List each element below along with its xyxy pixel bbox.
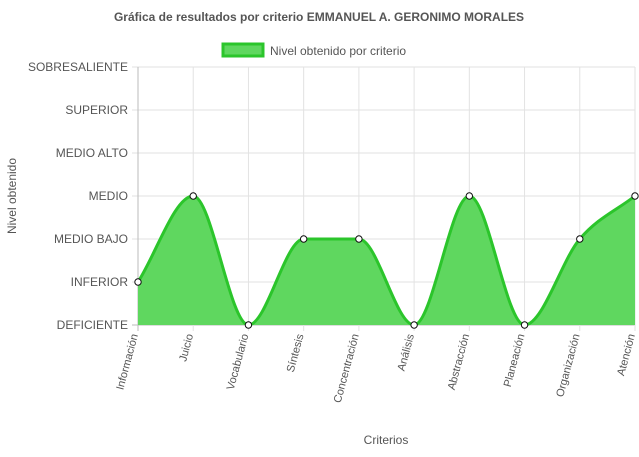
x-tick-label: Vocabulario [225,333,251,392]
legend-swatch [221,42,265,58]
y-tick-label: MEDIO ALTO [56,146,128,160]
series-area [138,196,635,325]
x-tick-label: Síntesis [285,332,307,373]
data-point[interactable] [465,192,474,200]
y-tick-label: SOBRESALIENTE [28,60,128,74]
y-tick-label: MEDIO BAJO [54,232,128,246]
y-tick-label: SUPERIOR [65,103,128,117]
x-tick-label: Organización [554,333,582,399]
y-tick-label: MEDIO [89,189,128,203]
data-point[interactable] [189,192,197,200]
x-axis-tick-labels: Información Juicio Vocabulario Síntesis Conc… [114,332,637,404]
legend-label: Nivel obtenido por criterio [270,44,406,58]
x-tick-label: Análisis [396,332,418,372]
x-tick-label: Abstracción [446,333,472,392]
y-tick-label: INFERIOR [71,275,129,289]
y-axis-title: Nivel obtenido [5,158,19,234]
y-axis-tick-labels: DEFICIENTE INFERIOR MEDIO BAJO MEDIO MEDIO A… [28,60,128,332]
data-point[interactable] [520,321,529,329]
x-axis-title: Criterios [364,433,409,447]
data-point[interactable] [355,235,363,243]
data-point[interactable] [631,192,639,200]
data-point[interactable] [410,321,418,329]
data-point[interactable] [576,235,584,243]
data-point[interactable] [134,278,142,286]
series-layer [134,192,639,329]
data-point[interactable] [244,321,253,329]
legend[interactable]: Nivel obtenido por criterio [221,42,406,58]
x-tick-label: Juicio [177,333,196,363]
chart-title: Gráfica de resultados por criterio EMMAN… [114,10,524,24]
y-tick-label: DEFICIENTE [57,318,128,332]
x-tick-label: Atención [615,333,638,377]
x-tick-label: Concentración [332,333,362,405]
series-line [136,194,636,327]
x-tick-label: Información [114,333,140,392]
x-tick-label: Planeación [502,333,528,389]
data-point[interactable] [299,235,308,243]
